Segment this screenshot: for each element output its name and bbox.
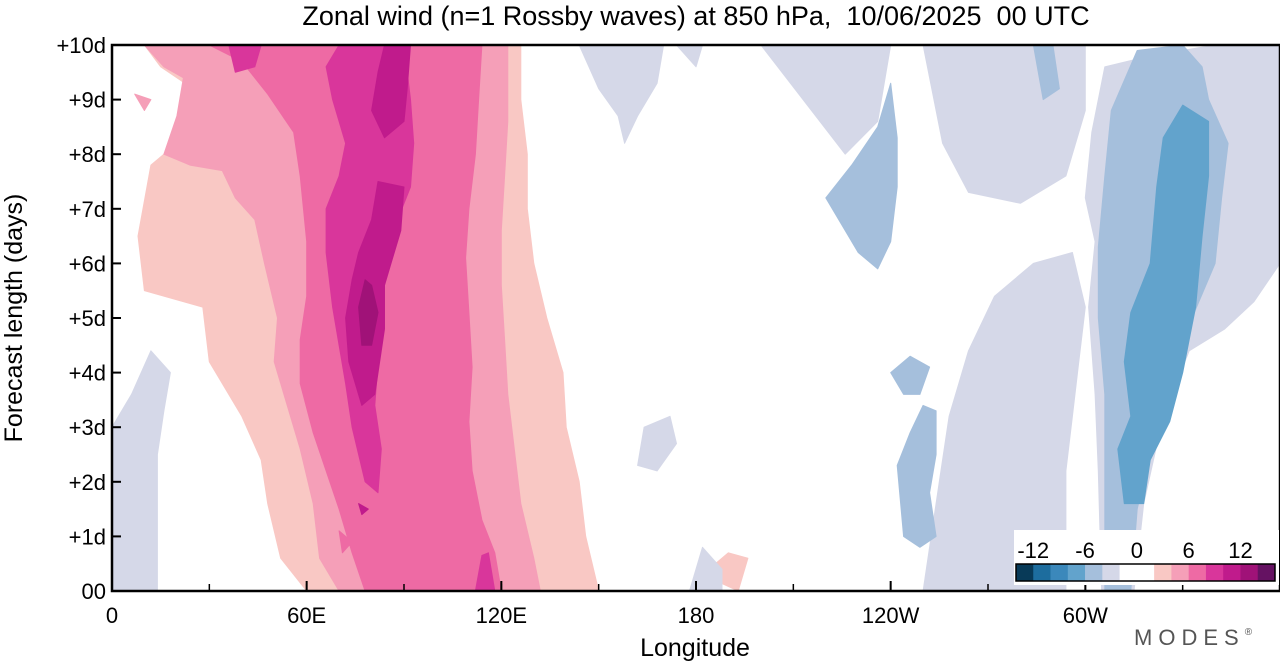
colorbar-swatch — [1223, 564, 1241, 581]
y-tick-label: +3d — [69, 415, 106, 440]
colorbar-swatch — [1171, 564, 1189, 581]
x-axis-label: Longitude — [640, 634, 750, 662]
colorbar-swatch — [1119, 564, 1155, 581]
y-axis-label: Forecast length (days) — [0, 194, 28, 443]
x-tick-label: 0 — [106, 603, 118, 628]
y-axis: 00 +1d +2d +3d +4d +5d +6d +7d +8d +9d +10d — [56, 33, 121, 604]
x-tick-label: 120W — [862, 603, 920, 628]
colorbar-swatch — [1240, 564, 1259, 581]
brand-logo: MODES® — [1134, 625, 1258, 650]
y-tick-label: +5d — [69, 306, 106, 331]
contour-pos10-region-2 — [358, 503, 369, 516]
colorbar-tick-label: 6 — [1183, 538, 1195, 563]
y-tick-label: +4d — [69, 361, 106, 386]
contour-neg2-region-1 — [578, 45, 665, 144]
colorbar: -12 -6 0 6 12 — [1014, 530, 1279, 585]
colorbar-swatch — [1257, 564, 1276, 581]
contour-neg4-region-3 — [1032, 45, 1060, 101]
contour-neg4-region-1 — [890, 355, 931, 395]
x-tick-label: 60W — [1063, 603, 1108, 628]
colorbar-frame — [1015, 563, 1276, 582]
chart-title: Zonal wind (n=1 Rossby waves) at 850 hPa… — [302, 1, 1089, 31]
colorbar-tick-label: 12 — [1228, 538, 1252, 563]
contour-neg2-region-0 — [112, 350, 171, 591]
y-tick-label: +8d — [69, 142, 106, 167]
colorbar-swatch — [1154, 564, 1172, 581]
colorbar-swatch — [1016, 564, 1034, 581]
contour-pos6-region-1 — [338, 530, 353, 554]
contour-neg4-region-0 — [825, 82, 898, 270]
contour-neg2-region-7 — [760, 45, 1086, 204]
contour-pos10-region-0 — [371, 45, 411, 139]
y-tick-label: +7d — [69, 197, 106, 222]
contour-pos8-region-1 — [228, 45, 262, 73]
contour-neg2-region-5 — [922, 252, 1086, 591]
colorbar-swatch — [1102, 564, 1120, 581]
contour-pos10-region-1 — [345, 181, 405, 406]
x-tick-label: 180 — [678, 603, 715, 628]
brand-name: MODES — [1134, 625, 1245, 650]
colorbar-swatch — [1188, 564, 1207, 581]
plot-area — [110, 43, 1280, 593]
contour-pos8-region-2 — [474, 552, 496, 591]
y-tick-label: +1d — [69, 524, 106, 549]
y-tick-label: +2d — [69, 470, 106, 495]
y-tick-label: 00 — [82, 579, 106, 604]
contour-neg2-region-4 — [637, 415, 677, 472]
y-tick-label: +9d — [69, 88, 106, 113]
x-tick-label: 120E — [476, 603, 527, 628]
contour-neg2-region-3 — [689, 546, 723, 591]
x-tick-label: 60E — [287, 603, 326, 628]
colorbar-tick-label: -6 — [1075, 538, 1095, 563]
colorbar-tick-label: 0 — [1131, 538, 1143, 563]
x-axis: 0 60E 120E 180 120W 60W — [106, 581, 1280, 628]
contour-neg2-region-2 — [676, 45, 703, 68]
contour-pos12-region-0 — [358, 279, 379, 346]
contour-neg6-region-0 — [1117, 104, 1210, 505]
colorbar-swatch — [1085, 564, 1103, 581]
colorbar-tick-label: -12 — [1017, 538, 1049, 563]
y-tick-label: +6d — [69, 251, 106, 276]
colorbar-swatch — [1050, 564, 1069, 581]
colorbar-swatch — [1067, 564, 1086, 581]
colorbar-swatch — [1205, 564, 1224, 581]
contour-pos4-region-1 — [134, 93, 152, 111]
contour-neg2-region-8 — [935, 45, 969, 90]
colorbar-swatch — [1033, 564, 1051, 581]
contour-layer — [112, 45, 1280, 591]
y-tick-label: +10d — [56, 33, 106, 58]
brand-mark: ® — [1245, 627, 1258, 638]
contour-neg4-region-2 — [896, 404, 937, 548]
